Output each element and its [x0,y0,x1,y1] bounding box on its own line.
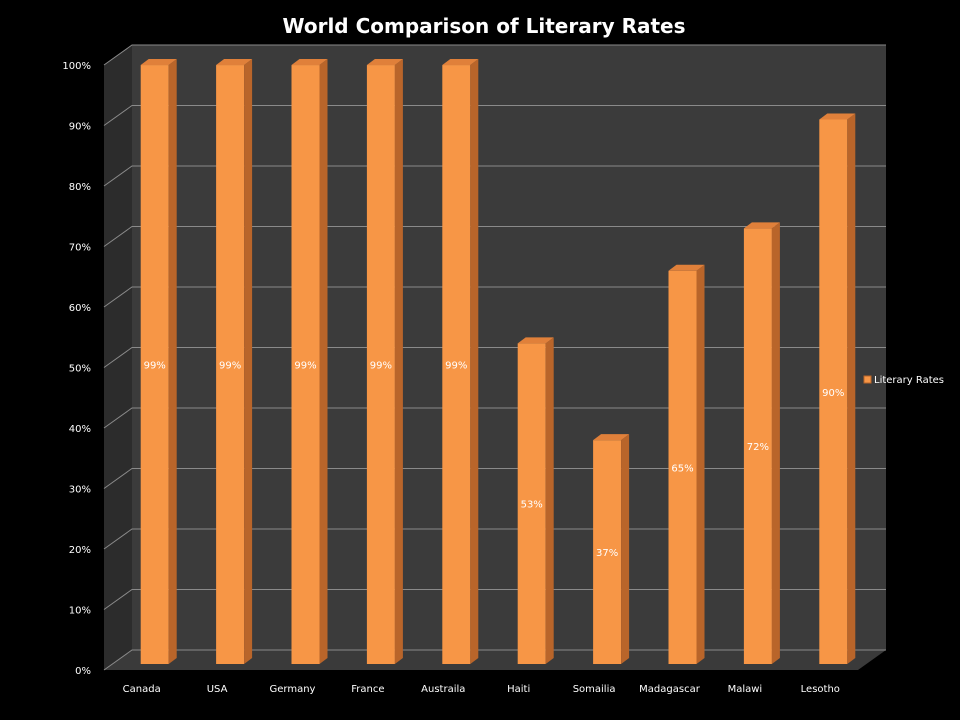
y-tick-label: 20% [69,545,91,556]
bar-front [593,440,622,664]
bar: 99% [442,59,479,665]
x-tick-label: USA [207,684,228,695]
bar-top [216,59,253,66]
gridline [103,165,886,187]
data-label: 53% [521,500,543,511]
bar-front [517,343,546,664]
y-tick-label: 40% [69,424,91,435]
y-tick-label: 30% [69,485,91,496]
x-tick-label: Haiti [507,684,530,695]
gridline [103,528,886,550]
bar: 99% [366,59,403,665]
bar-side [244,59,253,665]
bar-top [819,113,856,120]
x-tick-label: Germany [270,684,316,695]
bar-side [319,59,328,665]
y-tick-label: 70% [69,243,91,254]
bar: 72% [743,222,780,664]
bar: 53% [517,337,554,664]
bar-top [743,222,780,229]
bar-top [442,59,479,66]
gridline [103,347,886,368]
x-tick-label: Somailia [573,684,616,695]
gridline [103,44,886,66]
gridline [103,649,886,671]
bar-top [366,59,403,66]
bar-front [291,65,320,665]
bar-side [168,59,177,665]
x-tick-label: Malawi [728,684,763,695]
x-tick-label: France [351,684,384,695]
gridline [103,468,886,489]
x-axis-labels: Canada USA Germany France Austraila Haiti Soma… [123,684,840,695]
y-axis-ticks: 0% 10% 20% 30% 40% 50% 60% 70% 80% 90% 100% [62,61,91,677]
data-label: 99% [294,361,316,372]
bar: 99% [140,59,177,665]
data-label: 72% [747,442,769,453]
bar: 99% [216,59,253,665]
legend-label: Literary Rates [874,375,944,386]
gridline [103,226,886,247]
y-tick-label: 80% [69,182,91,193]
gridline [103,589,886,610]
bar-side [394,59,403,665]
bar-front [366,65,395,665]
bar-side [771,222,780,664]
y-tick-label: 90% [69,122,91,133]
data-label: 65% [671,463,693,474]
bar-front [743,228,772,664]
gridline [103,407,886,429]
bar-side [545,337,554,664]
bar-side [696,264,705,664]
y-tick-label: 100% [62,61,91,72]
x-tick-label: Lesotho [801,684,840,695]
bar-top [517,337,554,344]
bar-front [216,65,245,665]
bar-side [847,113,856,664]
data-label: 99% [219,361,241,372]
bar: 37% [593,434,630,664]
bar-top [291,59,328,66]
gridline [103,286,886,308]
bar: 90% [819,113,856,664]
bar-side [470,59,479,665]
y-tick-label: 0% [75,666,91,677]
legend-swatch [863,375,872,384]
bar-front [668,270,697,664]
data-label: 99% [144,361,166,372]
gridlines [103,44,886,671]
x-tick-label: Austraila [421,684,465,695]
bar-front [819,119,848,664]
gridline [103,105,886,126]
data-label: 37% [596,548,618,559]
bar-front [442,65,471,665]
bar-top [593,434,630,441]
x-tick-label: Canada [123,684,161,695]
bar-front [140,65,169,665]
data-label: 90% [822,388,844,399]
bar-top [668,264,705,271]
bar-top [140,59,177,66]
chart-title: World Comparison of Literary Rates [283,14,686,38]
bars: 99% 99% 99% 99% 99% 53% 37% 65% 72% 90% [140,59,856,665]
data-label: 99% [370,361,392,372]
legend: Literary Rates [863,375,944,386]
y-tick-label: 60% [69,303,91,314]
bar: 99% [291,59,328,665]
x-tick-label: Madagascar [639,684,701,695]
y-tick-label: 10% [69,606,91,617]
bar: 65% [668,264,705,664]
y-tick-label: 50% [69,364,91,375]
data-label: 99% [445,361,467,372]
bar-side [621,434,630,664]
